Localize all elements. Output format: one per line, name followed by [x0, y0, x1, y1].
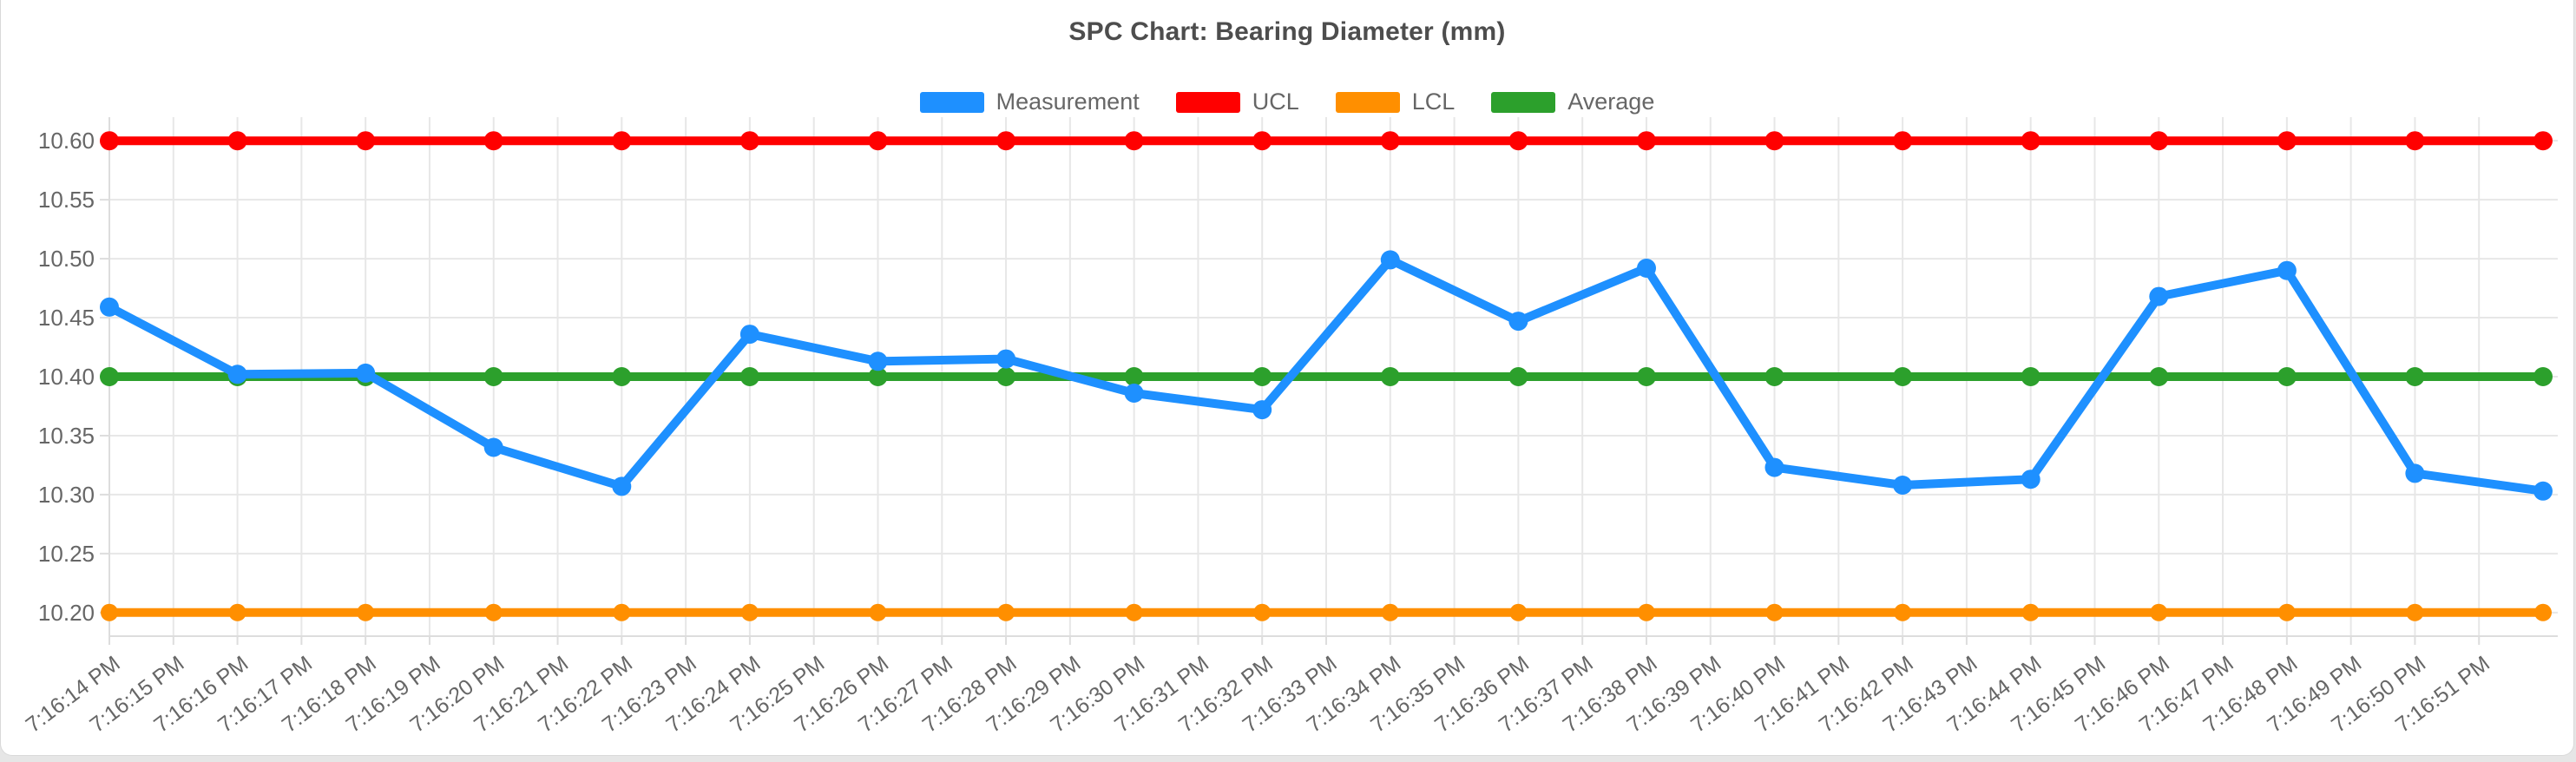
svg-text:10.25: 10.25	[38, 541, 95, 567]
legend-item-measurement[interactable]: Measurement	[919, 89, 1140, 115]
legend-swatch-lcl	[1335, 91, 1400, 113]
legend-item-ucl[interactable]: UCL	[1175, 89, 1299, 115]
legend-swatch-measurement	[919, 91, 984, 113]
svg-text:10.50: 10.50	[38, 246, 95, 272]
measurement-series[interactable]	[100, 250, 2553, 501]
legend-label: LCL	[1411, 89, 1456, 115]
svg-text:10.30: 10.30	[38, 482, 95, 508]
legend-item-average[interactable]: Average	[1491, 89, 1654, 115]
chart-title: SPC Chart: Bearing Diameter (mm)	[1068, 17, 1506, 46]
x-axis-tick-labels: 7:16:14 PM7:16:15 PM7:16:16 PM7:16:17 PM…	[22, 651, 2494, 737]
legend-label: Measurement	[996, 89, 1140, 115]
legend-swatch-average	[1491, 91, 1556, 113]
svg-text:10.35: 10.35	[38, 423, 95, 449]
svg-text:10.55: 10.55	[38, 187, 95, 213]
svg-text:10.40: 10.40	[38, 364, 95, 390]
lcl-series[interactable]	[101, 603, 2552, 621]
svg-text:10.60: 10.60	[38, 128, 95, 154]
legend-label: UCL	[1252, 89, 1299, 115]
legend-item-lcl[interactable]: LCL	[1335, 89, 1456, 115]
chart-legend: Measurement UCL LCL Average	[1, 89, 2573, 115]
legend-label: Average	[1567, 89, 1655, 115]
svg-text:10.20: 10.20	[38, 600, 95, 626]
y-axis-tick-labels: 10.60 10.55 10.50 10.45 10.40 10.35 10.30 10.25…	[38, 128, 95, 626]
legend-swatch-ucl	[1175, 91, 1240, 113]
svg-text:10.45: 10.45	[38, 305, 95, 331]
ucl-series[interactable]	[100, 131, 2553, 151]
